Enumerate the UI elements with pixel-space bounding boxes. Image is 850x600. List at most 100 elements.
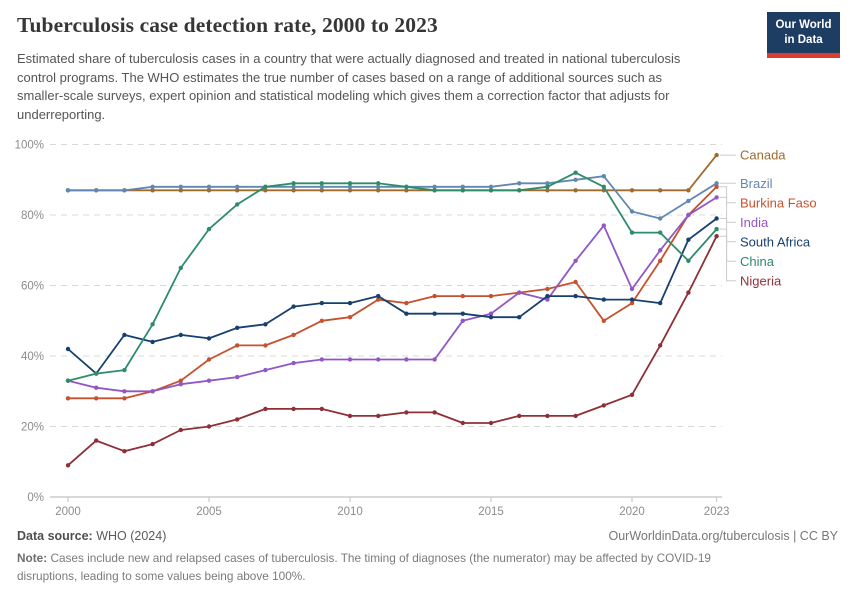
data-point-brazil[interactable] <box>686 198 691 204</box>
data-point-nigeria[interactable] <box>319 406 324 412</box>
data-point-india[interactable] <box>432 357 437 362</box>
data-point-burkina-faso[interactable] <box>206 357 212 362</box>
data-point-burkina-faso[interactable] <box>347 315 353 320</box>
data-point-nigeria[interactable] <box>573 413 578 419</box>
data-point-south-africa[interactable] <box>206 336 212 341</box>
data-point-nigeria[interactable] <box>714 234 719 239</box>
data-point-china[interactable] <box>235 202 240 207</box>
data-point-china[interactable] <box>150 322 155 327</box>
data-point-china[interactable] <box>291 181 296 186</box>
data-point-brazil[interactable] <box>517 181 522 186</box>
data-point-brazil[interactable] <box>601 174 606 179</box>
data-point-south-africa[interactable] <box>545 293 550 299</box>
data-point-burkina-faso[interactable] <box>263 343 268 348</box>
data-point-brazil[interactable] <box>65 188 71 193</box>
data-point-china[interactable] <box>573 170 578 175</box>
data-point-nigeria[interactable] <box>629 392 635 397</box>
data-point-china[interactable] <box>488 188 494 193</box>
data-point-brazil[interactable] <box>545 181 550 186</box>
data-point-south-africa[interactable] <box>658 300 663 306</box>
data-point-south-africa[interactable] <box>432 311 437 316</box>
data-point-china[interactable] <box>94 371 99 376</box>
data-point-canada[interactable] <box>629 188 635 193</box>
data-point-brazil[interactable] <box>94 188 99 193</box>
data-point-canada[interactable] <box>319 188 324 193</box>
data-point-south-africa[interactable] <box>178 332 183 338</box>
data-point-burkina-faso[interactable] <box>291 332 296 338</box>
data-point-south-africa[interactable] <box>347 300 353 306</box>
data-point-burkina-faso[interactable] <box>601 318 606 323</box>
data-point-brazil[interactable] <box>658 216 663 221</box>
data-point-china[interactable] <box>629 230 635 235</box>
data-point-nigeria[interactable] <box>263 406 268 412</box>
data-point-nigeria[interactable] <box>404 410 409 415</box>
data-point-south-africa[interactable] <box>319 300 324 306</box>
data-point-south-africa[interactable] <box>517 315 522 320</box>
data-point-canada[interactable] <box>714 152 719 158</box>
data-point-south-africa[interactable] <box>150 339 155 345</box>
data-point-south-africa[interactable] <box>263 322 268 327</box>
data-point-india[interactable] <box>347 357 353 362</box>
data-point-brazil[interactable] <box>347 184 353 189</box>
data-point-nigeria[interactable] <box>432 410 437 415</box>
data-point-china[interactable] <box>517 188 522 193</box>
data-point-china[interactable] <box>376 181 381 186</box>
data-point-china[interactable] <box>686 258 691 263</box>
owid-logo[interactable]: Our World in Data <box>767 12 840 58</box>
data-point-brazil[interactable] <box>206 184 212 189</box>
data-point-burkina-faso[interactable] <box>488 293 494 299</box>
data-point-nigeria[interactable] <box>206 424 212 429</box>
data-point-burkina-faso[interactable] <box>545 286 550 292</box>
data-point-brazil[interactable] <box>291 184 296 189</box>
data-point-brazil[interactable] <box>122 188 127 193</box>
data-point-india[interactable] <box>235 374 240 380</box>
data-point-burkina-faso[interactable] <box>573 279 578 285</box>
data-point-india[interactable] <box>488 311 494 316</box>
data-point-nigeria[interactable] <box>347 413 353 419</box>
data-point-south-africa[interactable] <box>488 315 494 320</box>
data-point-china[interactable] <box>319 181 324 186</box>
legend-label-canada[interactable]: Canada <box>740 148 786 163</box>
data-point-india[interactable] <box>94 385 99 390</box>
data-point-china[interactable] <box>545 184 550 189</box>
data-point-nigeria[interactable] <box>488 420 494 426</box>
data-point-nigeria[interactable] <box>601 403 606 408</box>
data-point-nigeria[interactable] <box>545 413 550 419</box>
data-point-india[interactable] <box>714 195 719 200</box>
data-point-nigeria[interactable] <box>150 441 155 447</box>
data-point-burkina-faso[interactable] <box>629 300 635 306</box>
data-point-india[interactable] <box>686 212 691 218</box>
data-point-china[interactable] <box>658 230 663 235</box>
data-point-india[interactable] <box>545 297 550 302</box>
data-point-india[interactable] <box>573 258 578 263</box>
data-point-nigeria[interactable] <box>376 413 381 419</box>
data-point-south-africa[interactable] <box>65 346 71 352</box>
legend-label-china[interactable]: China <box>740 254 775 269</box>
data-point-brazil[interactable] <box>319 184 324 189</box>
data-point-nigeria[interactable] <box>178 427 183 433</box>
data-point-brazil[interactable] <box>460 184 465 189</box>
data-point-india[interactable] <box>658 248 663 253</box>
data-point-burkina-faso[interactable] <box>235 343 240 348</box>
data-point-canada[interactable] <box>150 188 155 193</box>
data-point-india[interactable] <box>460 318 465 323</box>
data-point-canada[interactable] <box>404 188 409 193</box>
data-point-india[interactable] <box>263 367 268 373</box>
data-point-brazil[interactable] <box>376 184 381 189</box>
data-point-canada[interactable] <box>263 188 268 193</box>
data-point-brazil[interactable] <box>629 209 635 214</box>
legend-label-south-africa[interactable]: South Africa <box>740 234 811 249</box>
data-point-south-africa[interactable] <box>235 325 240 330</box>
data-point-nigeria[interactable] <box>460 420 465 426</box>
data-point-china[interactable] <box>714 226 719 232</box>
data-point-burkina-faso[interactable] <box>376 297 381 302</box>
data-point-india[interactable] <box>206 378 212 383</box>
data-point-china[interactable] <box>178 265 183 271</box>
data-point-china[interactable] <box>432 188 437 193</box>
data-point-brazil[interactable] <box>150 184 155 189</box>
data-point-china[interactable] <box>65 378 71 383</box>
data-point-canada[interactable] <box>178 188 183 193</box>
data-point-burkina-faso[interactable] <box>714 184 719 189</box>
data-point-india[interactable] <box>404 357 409 362</box>
data-point-burkina-faso[interactable] <box>658 258 663 263</box>
